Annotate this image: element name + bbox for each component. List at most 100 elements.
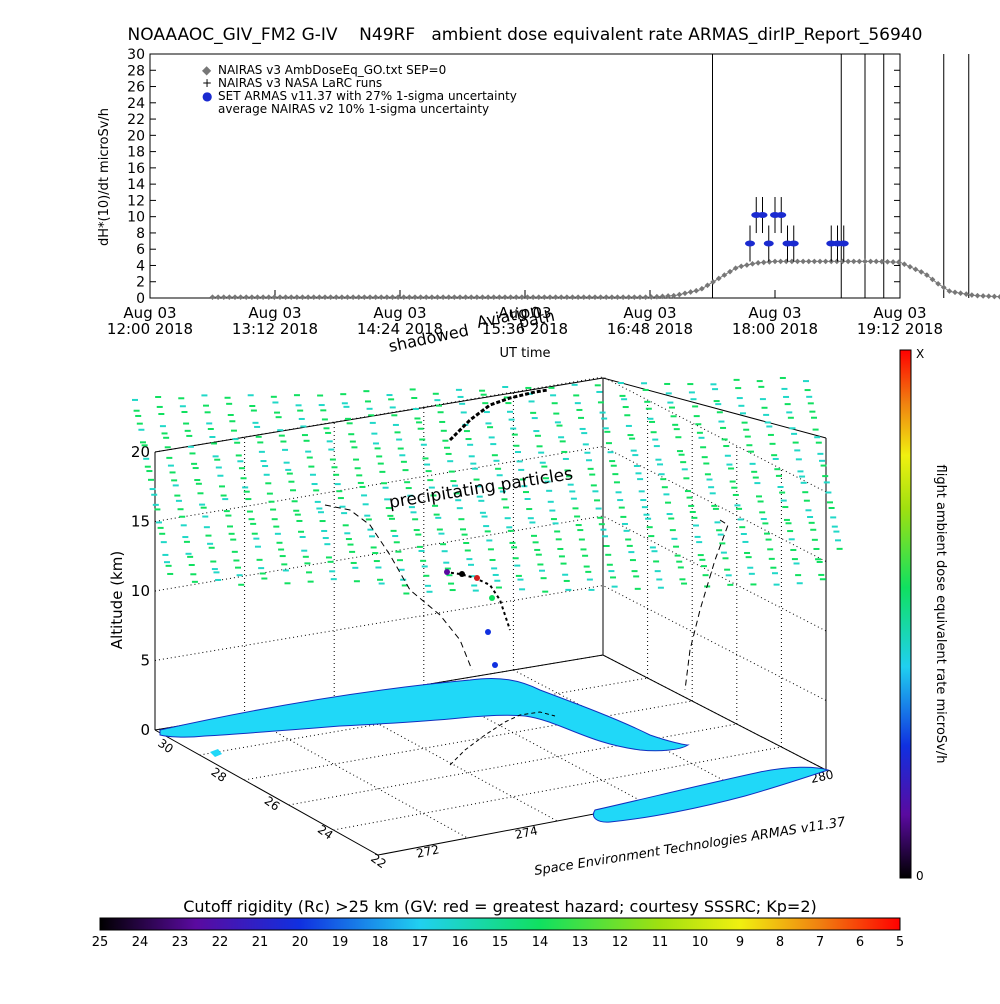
top-y-tick-label: 14 [127,177,145,193]
series-nairas-point [693,288,699,294]
rc-colorbar-tick-label: 20 [292,935,309,950]
series-nairas-point [592,294,598,300]
flight-track-upper [450,390,548,440]
series-nairas-point [873,259,879,265]
dose-colorbar-top-label: X [916,347,924,361]
series-nairas-point [868,259,874,265]
legend-symbol: + [202,76,212,90]
top-chart-title: NOAAAOC_GIV_FM2 G-IV N49RF ambient dose … [128,25,923,45]
series-nairas-point [980,293,986,299]
series-nairas-point [300,294,306,300]
series-nairas-point [238,294,244,300]
rc-colorbar-tick-label: 6 [856,935,864,950]
top-y-tick-label: 4 [136,258,145,274]
series-nairas-point [423,294,429,300]
dose-colorbar-bottom-label: 0 [916,869,924,883]
latitude-tick-label: 24 [315,822,336,842]
series-nairas-point [716,276,722,282]
series-nairas-point [738,263,744,269]
top-y-tick-label: 6 [136,242,145,258]
rc-colorbar-tick-label: 8 [776,935,784,950]
top-y-tick-label: 20 [127,128,145,144]
series-nairas-point [772,259,778,265]
series-nairas-point [345,294,351,300]
series-nairas-point [834,259,840,265]
rc-colorbar [100,918,900,930]
series-nairas-point [480,294,486,300]
top-x-tick-label-time: 12:00 2018 [107,320,193,338]
legend-label: NAIRAS v3 AmbDoseEq_GO.txt SEP=0 [218,63,446,77]
series-nairas-point [367,294,373,300]
series-nairas-point [232,294,238,300]
series-nairas-point [963,291,969,297]
series-nairas-point [823,259,829,265]
series-nairas-point [339,294,345,300]
box-top-back-edge [155,378,826,452]
series-nairas-point [581,294,587,300]
rc-colorbar-tick-label: 18 [372,935,389,950]
series-nairas-point [553,294,559,300]
series-nairas-point [575,294,581,300]
series-nairas-point [896,259,902,265]
rc-colorbar-tick-label: 25 [92,935,109,950]
series-nairas-point [525,294,531,300]
rc-colorbar-tick-label: 9 [736,935,744,950]
rc-colorbar-tick-label: 22 [212,935,229,950]
series-nairas-point [407,294,413,300]
series-armas-point [839,241,849,247]
series-nairas-point [519,294,525,300]
series-nairas-point [603,294,609,300]
series-nairas-point [952,289,958,295]
series-nairas-point [283,294,289,300]
rc-colorbar-tick-label: 15 [492,935,509,950]
top-y-tick-label: 8 [136,226,145,242]
series-nairas-point [744,262,750,268]
top-x-tick-label-time: 18:00 2018 [732,320,818,338]
rc-colorbar-tick-label: 14 [532,935,549,950]
series-nairas-point [435,294,441,300]
series-nairas-point [249,294,255,300]
series-nairas-point [626,294,632,300]
top-y-axis-label: dH*(10)/dt microSv/h [97,108,112,246]
series-nairas-point [255,294,261,300]
longitude-tick-label: 272 [415,842,440,860]
series-nairas-point [322,294,328,300]
series-nairas-point [468,294,474,300]
top-y-tick-label: 2 [136,275,145,291]
series-nairas-point [384,294,390,300]
series-nairas-point [654,294,660,300]
series-nairas-point [317,294,323,300]
track-point-2 [459,571,465,577]
series-nairas-point [497,294,503,300]
series-nairas-point [356,294,362,300]
series-nairas-point [783,259,789,265]
series-nairas-point [429,294,435,300]
series-nairas-point [373,294,379,300]
series-nairas-point [542,294,548,300]
series-nairas-point [958,290,964,296]
series-nairas-point [418,294,424,300]
altitude-tick-label: 5 [140,652,150,670]
series-armas-point [764,241,774,247]
track-shadow-east [685,520,728,690]
altitude-axis-label: Altitude (km) [108,551,126,649]
series-nairas-point [637,294,643,300]
series-nairas-point [817,259,823,265]
series-nairas-point [513,294,519,300]
rc-colorbar-tick-label: 13 [572,935,589,950]
series-nairas-point [643,294,649,300]
series-nairas-point [452,294,458,300]
series-nairas-point [474,294,480,300]
series-nairas-point [350,294,356,300]
rc-colorbar-tick-label: 16 [452,935,469,950]
top-x-tick-label-time: 13:12 2018 [232,320,318,338]
series-nairas-point [260,294,266,300]
series-nairas-point [986,293,992,299]
series-nairas-point [677,292,683,298]
series-nairas-point [547,294,553,300]
series-nairas-point [530,294,536,300]
dose-colorbar [900,350,911,878]
series-nairas-point [682,290,688,296]
top-x-tick-label-time: 19:12 2018 [857,320,943,338]
